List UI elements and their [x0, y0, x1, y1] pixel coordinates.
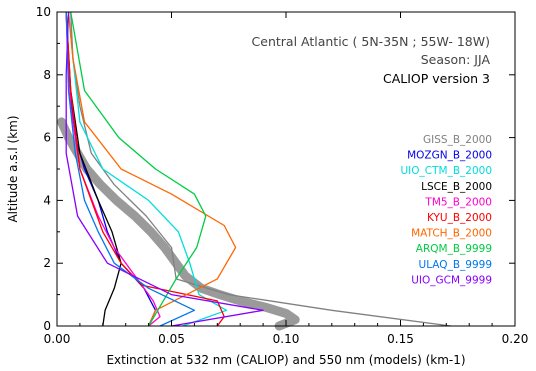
series-line-lsce-b-2000	[65, 11, 122, 327]
series-layer	[57, 11, 451, 331]
x-tick-label: 0.00	[44, 332, 71, 346]
y-axis-label: Altitude a.s.l (km)	[6, 115, 20, 222]
legend-entry-lsce-b-2000: LSCE_B_2000	[421, 181, 492, 193]
season-note: Season: JJA	[421, 52, 491, 67]
legend-entry-ulaq-b-9999: ULAQ_B_9999	[419, 259, 492, 271]
series-line-giss-b-2000	[70, 11, 451, 327]
legend-entry-uio-gcm-9999: UIO_GCM_9999	[411, 274, 492, 286]
series-line-arqm-b-9999	[70, 11, 207, 327]
legend-entry-match-b-2000: MATCH_B_2000	[411, 228, 492, 240]
series-line-match-b-2000	[67, 11, 237, 327]
chart-title: Central Atlantic ( 5N-35N ; 55W- 18W)	[252, 34, 490, 49]
x-axis-label: Extinction at 532 nm (CALIOP) and 550 nm…	[106, 353, 465, 367]
y-tick-label: 10	[36, 5, 51, 19]
legend-entry-kyu-b-2000: KYU_B_2000	[427, 212, 492, 224]
series-line-ulaq-b-9999	[65, 11, 196, 327]
x-tick-label: 0.05	[158, 332, 185, 346]
series-line-uio-ctm-b-2000	[67, 11, 228, 327]
y-tick-label: 6	[43, 131, 51, 145]
x-tick-label: 0.15	[387, 332, 414, 346]
series-line-uio-gcm-9999	[65, 11, 264, 327]
legend-entry-giss-b-2000: GISS_B_2000	[423, 134, 492, 146]
caliop-note: CALIOP version 3	[383, 71, 490, 86]
x-tick-label: 0.10	[273, 332, 300, 346]
y-tick-label: 4	[43, 193, 51, 207]
legend-entry-tm5-b-2000: TM5_B_2000	[424, 196, 492, 208]
y-tick-label: 8	[43, 68, 51, 82]
y-tick-label: 0	[43, 319, 51, 333]
y-tick-label: 2	[43, 256, 51, 270]
legend-entry-arqm-b-9999: ARQM_B_9999	[416, 243, 492, 255]
series-line-kyu-b-2000	[65, 11, 225, 327]
legend: GISS_B_2000 MOZGN_B_2000 UIO_CTM_B_2000 LSC…	[400, 134, 492, 286]
tick-layer: 0.00 0.05 0.10 0.15 0.20 0 2 4 6 8 10	[36, 5, 529, 346]
legend-entry-uio-ctm-b-2000: UIO_CTM_B_2000	[400, 165, 492, 177]
x-tick-label: 0.20	[502, 332, 529, 346]
legend-entry-mozgn-b-2000: MOZGN_B_2000	[407, 150, 492, 162]
